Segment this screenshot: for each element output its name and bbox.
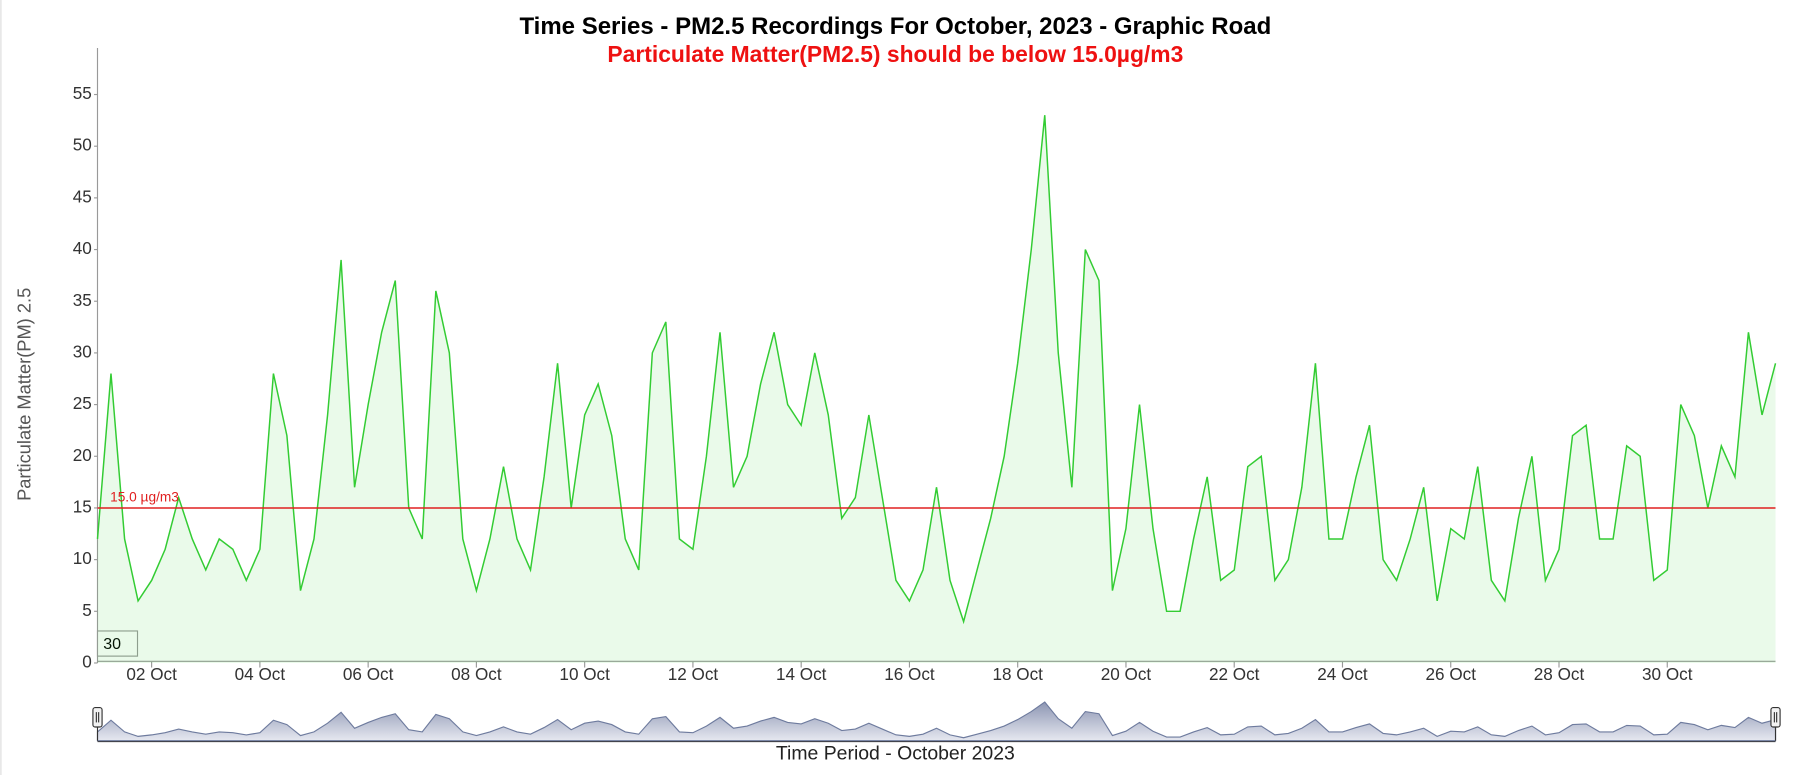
x-tick-label: 30 Oct <box>1642 664 1693 684</box>
y-tick-label: 15 <box>73 496 92 516</box>
x-axis-label: Time Period - October 2023 <box>776 743 1015 765</box>
threshold-label: 15.0 µg/m3 <box>110 489 179 504</box>
y-tick-label: 5 <box>82 600 92 620</box>
x-tick-label: 10 Oct <box>559 664 610 684</box>
x-tick-label: 14 Oct <box>776 664 827 684</box>
x-tick-label: 28 Oct <box>1534 664 1585 684</box>
y-tick-label: 25 <box>73 393 92 413</box>
chart-subtitle: Particulate Matter(PM2.5) should be belo… <box>607 41 1183 67</box>
y-tick-label: 35 <box>73 290 92 310</box>
x-tick-label: 02 Oct <box>126 664 177 684</box>
x-tick-label: 04 Oct <box>235 664 286 684</box>
y-tick-label: 30 <box>73 341 92 361</box>
x-tick-label: 12 Oct <box>668 664 719 684</box>
y-tick-label: 20 <box>73 445 92 465</box>
navigator-handle[interactable] <box>1770 706 1781 728</box>
y-axis-label: Particulate Matter(PM) 2.5 <box>13 288 34 501</box>
y-tick-label: 10 <box>73 548 92 568</box>
y-tick-label: 40 <box>73 238 92 258</box>
x-tick-label: 18 Oct <box>992 664 1043 684</box>
x-tick-label: 26 Oct <box>1426 664 1477 684</box>
area-fill <box>97 115 1776 663</box>
x-tick-label: 16 Oct <box>884 664 935 684</box>
y-tick-label: 50 <box>73 135 92 155</box>
y-tick-label: 0 <box>82 652 92 672</box>
series-line <box>96 115 1777 625</box>
x-tick-label: 08 Oct <box>451 664 502 684</box>
zoom-input-value[interactable]: 30 <box>103 636 121 653</box>
x-tick-label: 06 Oct <box>343 664 394 684</box>
x-tick-label: 24 Oct <box>1317 664 1368 684</box>
chart-title: Time Series - PM2.5 Recordings For Octob… <box>519 13 1271 40</box>
x-tick-label: 22 Oct <box>1209 664 1260 684</box>
zoom-input[interactable] <box>96 630 139 657</box>
navigator-area <box>96 701 1777 742</box>
navigator-handle[interactable] <box>92 706 103 728</box>
y-tick-label: 45 <box>73 186 92 206</box>
x-tick-label: 20 Oct <box>1101 664 1152 684</box>
y-tick-label: 55 <box>73 83 92 103</box>
